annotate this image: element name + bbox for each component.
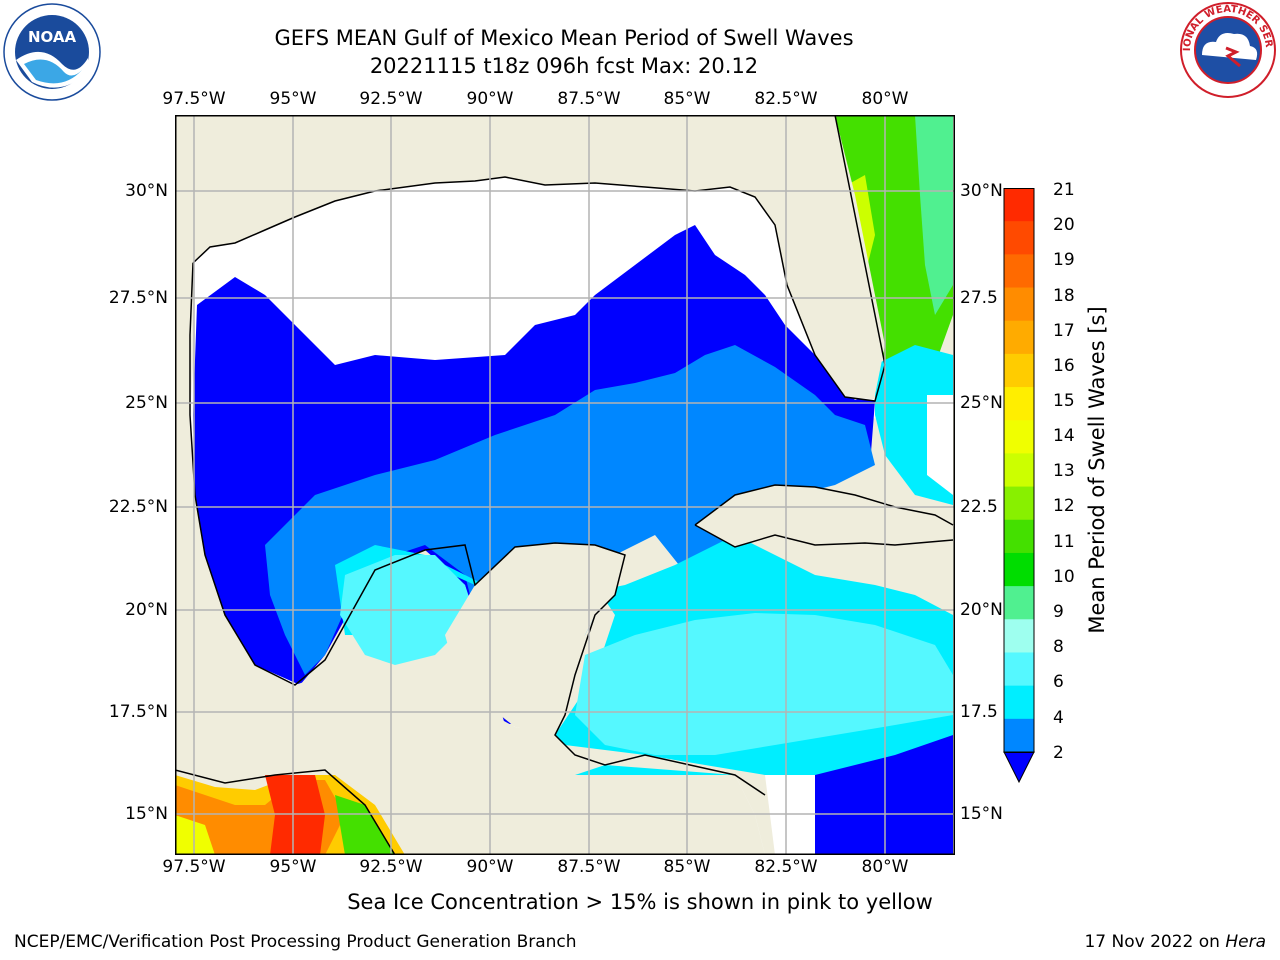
lon-label-top: 95°W <box>269 89 317 109</box>
contour-8s <box>575 613 953 755</box>
colorbar-tick: 16 <box>1053 356 1075 376</box>
lat-label-left: 15°N <box>125 804 168 824</box>
colorbar-blocks <box>1004 188 1034 753</box>
footer-credit: NCEP/EMC/Verification Post Processing Pr… <box>14 932 577 952</box>
colorbar-tick: 9 <box>1053 602 1064 622</box>
atlantic-white <box>927 395 953 495</box>
colorbar-block <box>1004 420 1034 454</box>
colorbar-block <box>1004 652 1034 687</box>
colorbar-block <box>1004 718 1034 753</box>
lon-label-bottom: 90°W <box>466 857 514 877</box>
lat-label-left: 30°N <box>125 181 168 201</box>
chart-title: GEFS MEAN Gulf of Mexico Mean Period of … <box>274 26 854 50</box>
colorbar-block <box>1004 552 1034 587</box>
chart-subtitle: 20221115 t18z 096h fcst Max: 20.12 <box>369 54 759 78</box>
colorbar-block <box>1004 519 1034 554</box>
lon-label-top: 87.5°W <box>557 89 621 109</box>
coastline-mexico <box>189 262 766 796</box>
footer-date: 17 Nov 2022 on Hera <box>1084 932 1266 952</box>
coastline-cuba <box>694 484 954 548</box>
colorbar-block <box>1004 221 1034 255</box>
colorbar-tick: 20 <box>1053 215 1075 235</box>
lat-label-right: 17.5 <box>960 702 998 722</box>
colorbar-tick: 10 <box>1053 567 1075 587</box>
colorbar-tick: 11 <box>1053 532 1075 552</box>
colorbar-block <box>1004 453 1034 488</box>
colorbar-block <box>1004 188 1034 222</box>
contour-4s <box>265 345 875 715</box>
swell-period-map <box>175 115 955 855</box>
colorbar-block <box>1004 486 1034 521</box>
lat-label-left: 25°N <box>125 393 168 413</box>
colorbar <box>1003 188 1035 784</box>
caribbean-blue <box>815 735 953 855</box>
colorbar-tick: 13 <box>1053 461 1075 481</box>
cuba-land <box>695 485 953 547</box>
atlantic-lightgreen <box>915 115 953 315</box>
graticule <box>175 115 955 855</box>
lat-label-left: 27.5°N <box>108 288 168 308</box>
lon-label-top: 97.5°W <box>162 89 226 109</box>
colorbar-block <box>1004 353 1034 388</box>
lat-label-right: 30°N <box>960 181 1003 201</box>
lon-label-bottom: 87.5°W <box>557 857 621 877</box>
nws-logo: NATIONAL WEATHER SERVICE <box>1178 0 1276 98</box>
lat-label-left: 20°N <box>125 600 168 620</box>
lon-label-bottom: 80°W <box>861 857 909 877</box>
lon-label-top: 85°W <box>663 89 711 109</box>
svg-text:NOAA: NOAA <box>28 28 77 46</box>
lon-label-bottom: 85°W <box>663 857 711 877</box>
north-land <box>175 115 735 263</box>
central-america-land <box>175 675 775 855</box>
footer-date-text: 17 Nov 2022 on <box>1084 932 1226 952</box>
lat-label-right: 20°N <box>960 600 1003 620</box>
colorbar-block <box>1004 387 1034 421</box>
colorbar-tick: 12 <box>1053 496 1075 516</box>
colorbar-block <box>1004 685 1034 720</box>
colorbar-tick: 18 <box>1053 286 1075 306</box>
colorbar-tick: 14 <box>1053 426 1075 446</box>
noaa-logo: NOAA <box>3 3 101 101</box>
lon-label-top: 80°W <box>861 89 909 109</box>
colorbar-block <box>1004 254 1034 289</box>
lon-label-bottom: 92.5°W <box>359 857 423 877</box>
colorbar-tick: 19 <box>1053 250 1075 270</box>
lat-label-right: 22.5 <box>960 497 998 517</box>
lat-label-left: 22.5°N <box>108 497 168 517</box>
lat-label-right: 25°N <box>960 393 1003 413</box>
florida-land <box>735 115 885 400</box>
colorbar-label: Mean Period of Swell Waves [s] <box>1085 306 1109 634</box>
lat-label-right: 15°N <box>960 804 1003 824</box>
lon-label-bottom: 97.5°W <box>162 857 226 877</box>
colorbar-tick: 8 <box>1053 637 1064 657</box>
lon-label-top: 92.5°W <box>359 89 423 109</box>
colorbar-extend-triangle <box>1003 751 1035 784</box>
lon-label-bottom: 95°W <box>269 857 317 877</box>
colorbar-tick: 15 <box>1053 391 1075 411</box>
pacific-green <box>335 795 395 855</box>
footer-host: Hera <box>1225 932 1266 952</box>
sea-ice-note: Sea Ice Concentration > 15% is shown in … <box>347 890 933 914</box>
pacific-red <box>265 775 325 855</box>
colorbar-block <box>1004 586 1034 620</box>
colorbar-tick: 21 <box>1053 180 1075 200</box>
lon-label-top: 82.5°W <box>754 89 818 109</box>
colorbar-block <box>1004 320 1034 355</box>
lat-label-right: 27.5 <box>960 288 998 308</box>
colorbar-tick: 2 <box>1053 743 1064 763</box>
map-frame <box>175 115 955 855</box>
lat-label-left: 17.5°N <box>108 702 168 722</box>
lon-label-bottom: 82.5°W <box>754 857 818 877</box>
colorbar-tick: 4 <box>1053 708 1064 728</box>
colorbar-block <box>1004 287 1034 322</box>
colorbar-block <box>1004 619 1034 653</box>
colorbar-tick: 17 <box>1053 321 1075 341</box>
pacific-yellow <box>175 815 215 855</box>
lon-label-top: 90°W <box>466 89 514 109</box>
colorbar-tick: 6 <box>1053 672 1064 692</box>
